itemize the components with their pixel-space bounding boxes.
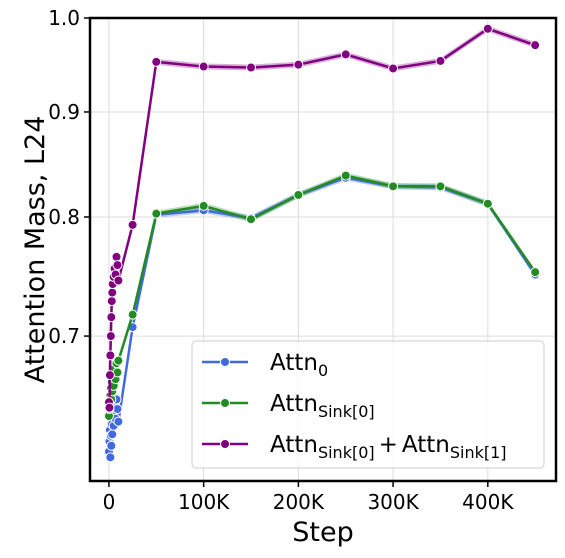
data-point — [113, 355, 124, 366]
data-point — [106, 312, 117, 323]
data-point — [388, 63, 399, 74]
y-tick-label: 0.7 — [48, 324, 80, 348]
data-point — [105, 452, 116, 463]
legend-entry-label: Attn0 — [270, 350, 328, 380]
series-lines — [103, 23, 541, 463]
data-point — [293, 189, 304, 200]
data-point — [246, 214, 257, 225]
data-point — [151, 208, 162, 219]
data-point — [246, 62, 257, 73]
data-point — [107, 429, 118, 440]
legend: Attn0 AttnSink[0] AttnSink[0] + AttnSink[1] — [191, 340, 545, 469]
data-point — [105, 331, 116, 342]
legend-marker — [220, 398, 230, 408]
legend-entry-label: AttnSink[0] — [270, 391, 375, 421]
data-point — [293, 59, 304, 70]
data-point — [106, 440, 117, 451]
x-tick-label: 100K — [178, 490, 230, 514]
legend-box — [191, 340, 545, 469]
data-point — [107, 287, 118, 298]
y-tick-label: 0.9 — [48, 100, 80, 124]
data-point — [530, 40, 541, 51]
data-point — [112, 260, 123, 271]
data-point — [106, 296, 117, 307]
data-point — [111, 251, 122, 262]
data-point — [127, 309, 138, 320]
data-point — [105, 350, 116, 361]
data-point — [151, 56, 162, 67]
legend-marker — [220, 357, 230, 367]
x-tick-label: 0 — [103, 490, 116, 514]
y-axis-label: Attention Mass, L24 — [20, 116, 51, 384]
legend-entry-label: AttnSink[0] + AttnSink[1] — [270, 432, 507, 462]
x-axis-label: Step — [292, 517, 353, 548]
data-point — [435, 181, 446, 192]
data-point — [530, 267, 541, 278]
axis-ticks: 0 100K 200K 300K 400K 0.7 0.8 0.9 1.0 — [48, 6, 514, 514]
data-point — [340, 170, 351, 181]
x-tick-label: 300K — [367, 490, 419, 514]
plot-frame — [88, 16, 558, 483]
data-point — [104, 370, 115, 381]
data-point — [104, 402, 115, 413]
data-point — [198, 200, 209, 211]
data-point — [113, 275, 124, 286]
data-point — [113, 416, 124, 427]
data-point — [198, 61, 209, 72]
data-point — [340, 49, 351, 60]
data-point — [127, 219, 138, 230]
data-point — [482, 198, 493, 209]
x-tick-label: 200K — [273, 490, 325, 514]
data-point — [482, 23, 493, 34]
x-tick-label: 400K — [462, 490, 514, 514]
data-point — [435, 55, 446, 66]
y-tick-label: 0.8 — [48, 205, 80, 229]
legend-marker — [220, 439, 230, 449]
data-point — [388, 181, 399, 192]
y-tick-label: 1.0 — [48, 6, 80, 30]
